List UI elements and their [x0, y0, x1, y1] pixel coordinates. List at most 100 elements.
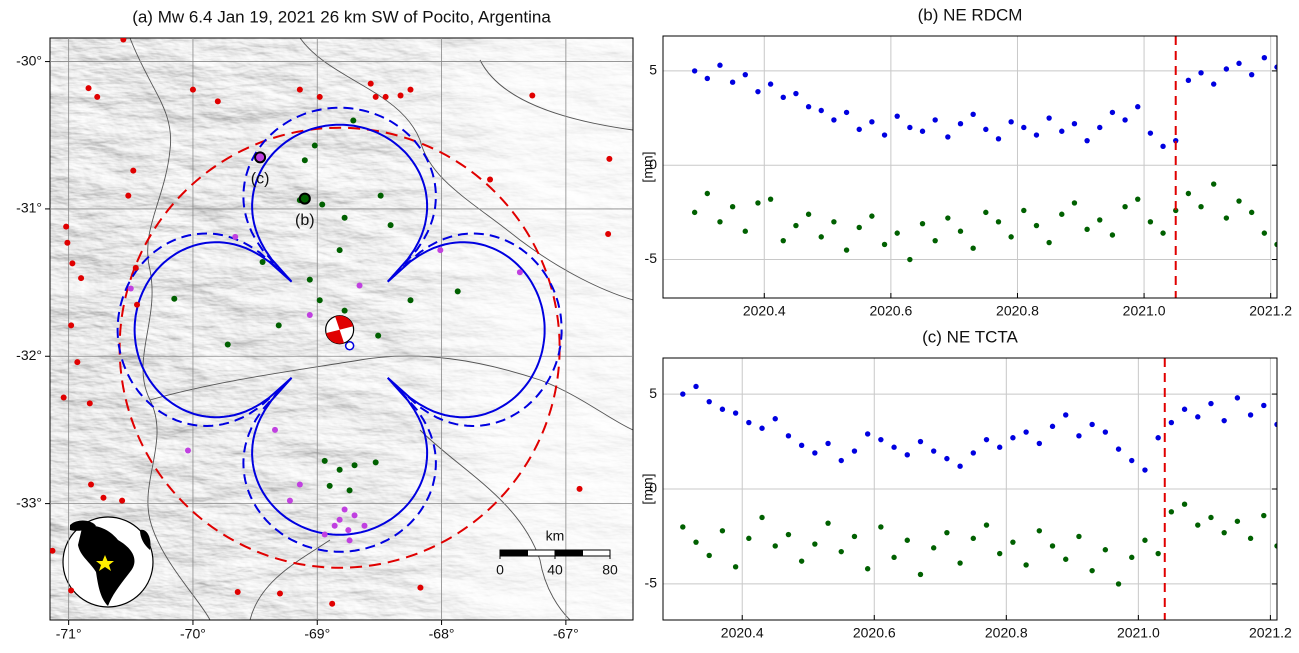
point: [1211, 181, 1216, 186]
point: [839, 458, 844, 463]
station: [577, 486, 583, 492]
point: [799, 443, 804, 448]
point: [1235, 519, 1240, 524]
point: [786, 532, 791, 537]
station-label: (c): [251, 171, 270, 188]
point: [1248, 536, 1253, 541]
point: [857, 225, 862, 230]
station: [398, 92, 404, 98]
point: [773, 543, 778, 548]
station-label: (b): [295, 212, 315, 229]
station: [171, 296, 177, 302]
point: [895, 230, 900, 235]
point: [983, 127, 988, 132]
point: [983, 210, 988, 215]
point: [1059, 129, 1064, 134]
point: [819, 108, 824, 113]
point: [831, 117, 836, 122]
point: [944, 456, 949, 461]
point: [825, 520, 830, 525]
point: [1198, 204, 1203, 209]
station: [345, 527, 351, 533]
plot-layer: [663, 36, 1280, 298]
point: [806, 212, 811, 217]
point: [1248, 412, 1253, 417]
point: [755, 200, 760, 205]
point: [891, 555, 896, 560]
point: [693, 539, 698, 544]
x-tick-label: 2021.2: [1249, 625, 1292, 641]
station: [375, 333, 381, 339]
point: [1142, 538, 1147, 543]
point: [958, 229, 963, 234]
station: [120, 36, 126, 42]
point: [1110, 110, 1115, 115]
scale-segment: [555, 550, 583, 556]
point: [1155, 435, 1160, 440]
point: [733, 564, 738, 569]
point: [717, 63, 722, 68]
station: [455, 288, 461, 294]
station: [130, 168, 136, 174]
station: [606, 156, 612, 162]
plot-frame: [663, 36, 1277, 298]
point: [1023, 562, 1028, 567]
station: [373, 94, 379, 100]
x-tick-label: 2021.0: [1123, 303, 1166, 319]
point: [1160, 230, 1165, 235]
station: [232, 234, 238, 240]
point: [1182, 501, 1187, 506]
point: [1186, 78, 1191, 83]
point: [768, 81, 773, 86]
station: [119, 498, 125, 504]
point: [945, 134, 950, 139]
point: [730, 80, 735, 85]
point: [1261, 513, 1266, 518]
station: [307, 277, 313, 283]
station: [337, 467, 343, 473]
y-tick-label: -31°: [16, 200, 42, 216]
point: [1160, 144, 1165, 149]
station: [407, 87, 413, 93]
y-tick-label: 5: [649, 62, 657, 78]
beachball-small: [346, 342, 354, 350]
point: [1021, 208, 1026, 213]
point: [720, 407, 725, 412]
point: [1148, 130, 1153, 135]
point: [1262, 55, 1267, 60]
station: [128, 285, 134, 291]
scale-label: 0: [496, 562, 504, 578]
point: [1221, 530, 1226, 535]
station: [260, 259, 266, 265]
station: [297, 87, 303, 93]
station: [337, 517, 343, 523]
scale-segment: [528, 550, 556, 556]
station: [276, 322, 282, 328]
y-tick-label: 5: [649, 385, 657, 401]
point: [869, 119, 874, 124]
point: [1129, 555, 1134, 560]
point: [1059, 212, 1064, 217]
point: [1208, 515, 1213, 520]
point: [1116, 446, 1121, 451]
x-tick-label: 2020.4: [743, 303, 786, 319]
point: [895, 113, 900, 118]
point: [1084, 227, 1089, 232]
point: [1122, 117, 1127, 122]
point: [773, 416, 778, 421]
point: [768, 196, 773, 201]
station: [64, 240, 70, 246]
point: [812, 541, 817, 546]
point: [957, 464, 962, 469]
point: [743, 229, 748, 234]
scale-segment: [583, 550, 611, 556]
station: [388, 222, 394, 228]
point: [1063, 412, 1068, 417]
point: [971, 450, 976, 455]
station: [125, 193, 131, 199]
station: [61, 395, 67, 401]
station: [352, 512, 358, 518]
point: [944, 530, 949, 535]
point: [878, 437, 883, 442]
point: [958, 121, 963, 126]
